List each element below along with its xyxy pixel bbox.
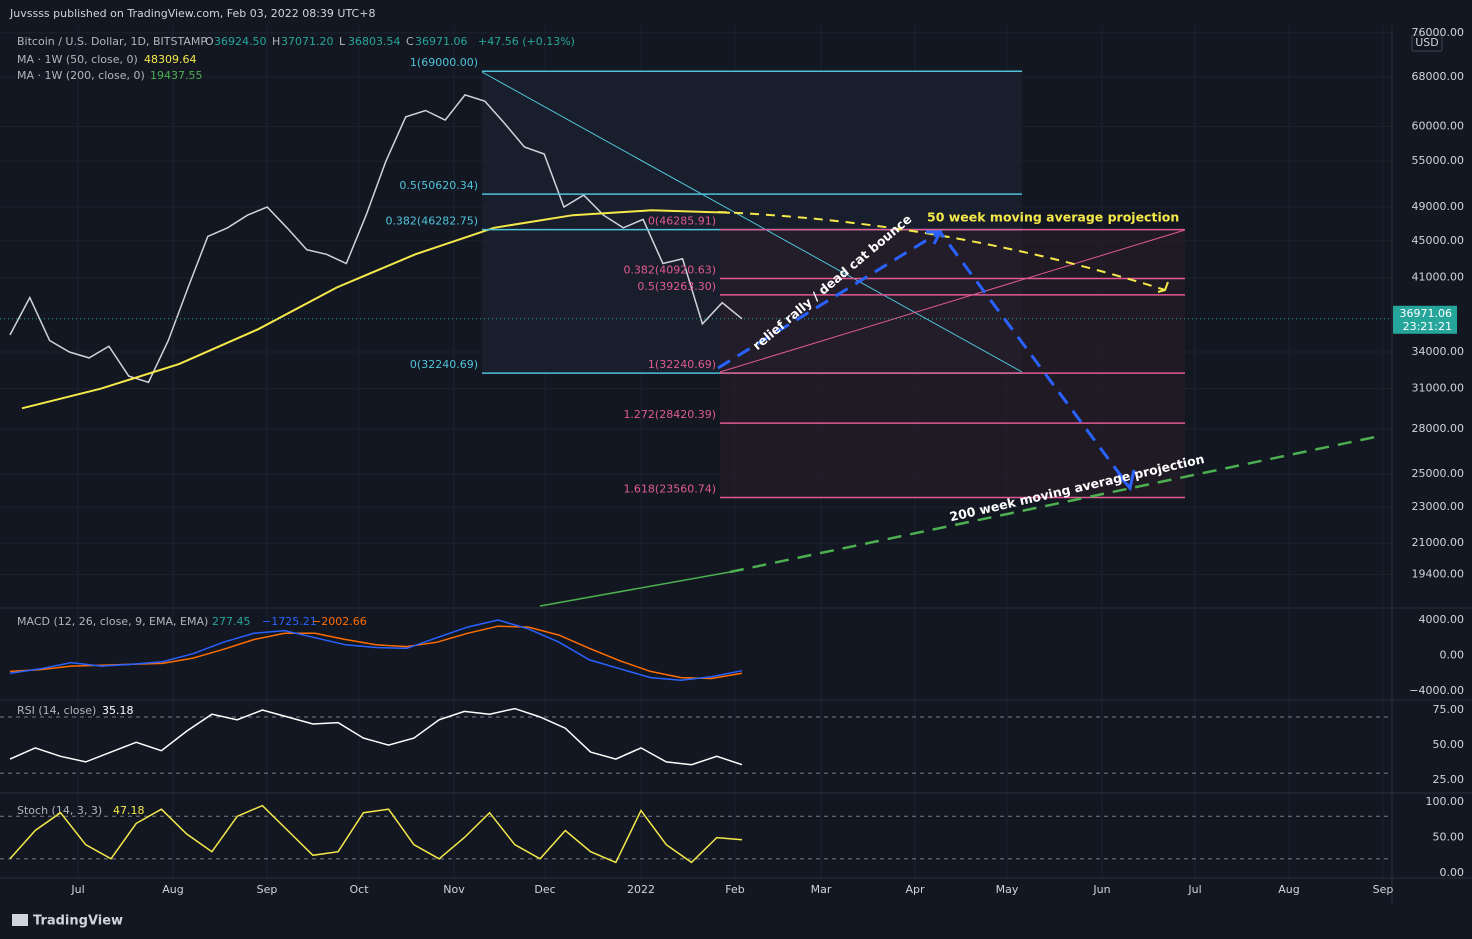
fib-label: 0(46285.91) [648, 215, 716, 228]
currency-box [1411, 34, 1443, 52]
ma50-line [21, 209, 731, 410]
y-tick-label: 60000.00 [1412, 120, 1465, 133]
price-line [9, 94, 743, 384]
stoch-line [9, 804, 743, 864]
y-tick-label: 28000.00 [1412, 422, 1465, 435]
x-tick-label: 2022 [627, 883, 655, 896]
ohlc-key: C [406, 35, 414, 48]
y-tick-label: 0.00 [1440, 866, 1465, 879]
ohlc-key: O [205, 35, 214, 48]
logo [12, 914, 28, 926]
x-tick-label: Aug [1278, 883, 1299, 896]
y-tick-label: 75.00 [1433, 703, 1465, 716]
trend-line [719, 229, 1186, 373]
macd-line [9, 619, 743, 682]
x-tick-label: Jul [1187, 883, 1201, 896]
publisher: Juvssss published on TradingView.com, Fe… [9, 7, 375, 20]
fib-label: 0.382(46282.75) [385, 215, 478, 228]
fib-label: 0.382(40920.63) [623, 264, 716, 277]
trend-line [481, 71, 1023, 373]
brand: TradingView [33, 914, 123, 929]
fib-label: 1(69000.00) [410, 56, 478, 69]
y-tick-label: 50.00 [1433, 738, 1465, 751]
y-tick-label: 31000.00 [1412, 382, 1465, 395]
fib-zone [720, 230, 1185, 498]
stoch-title: Stoch (14, 3, 3) [17, 804, 102, 817]
ohlc-value: 37071.20 [281, 35, 334, 48]
symbol: Bitcoin / U.S. Dollar, 1D, BITSTAMP [17, 35, 207, 48]
fib-label: 0.5(39263.30) [637, 280, 716, 293]
y-tick-label: 0.00 [1440, 648, 1465, 661]
countdown: 23:21:21 [1403, 320, 1452, 333]
macd-value: −2002.66 [312, 615, 367, 628]
y-tick-label: 76000.00 [1412, 26, 1465, 39]
rsi-value: 35.18 [102, 704, 134, 717]
stoch-value: 47.18 [113, 804, 145, 817]
x-tick-label: Aug [162, 883, 183, 896]
arrow [926, 230, 1136, 492]
y-tick-label: 100.00 [1426, 795, 1465, 808]
y-tick-label: 19400.00 [1412, 568, 1465, 581]
ohlc-value: 36971.06 [415, 35, 468, 48]
footer [0, 905, 1472, 939]
logo-icon [12, 914, 28, 926]
x-tick-label: Dec [534, 883, 555, 896]
fib-label: 1.272(28420.39) [623, 408, 716, 421]
last-price-box [1393, 305, 1457, 334]
y-tick-label: 41000.00 [1412, 271, 1465, 284]
x-tick-label: Jul [70, 883, 84, 896]
y-tick-label: 21000.00 [1412, 536, 1465, 549]
y-tick-label: 68000.00 [1412, 70, 1465, 83]
y-tick-label: 23000.00 [1412, 500, 1465, 513]
y-tick-label: 25000.00 [1412, 467, 1465, 480]
x-tick-label: May [996, 883, 1019, 896]
ma200-value: 19437.55 [150, 69, 203, 82]
y-tick-label: 55000.00 [1412, 154, 1465, 167]
ma50-value: 48309.64 [144, 53, 197, 66]
fib-label: 1(32240.69) [648, 358, 716, 371]
macd-title: MACD (12, 26, close, 9, EMA, EMA) [17, 615, 208, 628]
x-tick-label: Sep [257, 883, 278, 896]
rsi-title: RSI (14, close) [17, 704, 96, 717]
ohlc-value: 36924.50 [214, 35, 267, 48]
ma200-name: MA · 1W (200, close, 0) [17, 69, 145, 82]
ohlc-key: L [339, 35, 346, 48]
x-tick-label: Mar [811, 883, 832, 896]
y-tick-label: 4000.00 [1419, 613, 1465, 626]
x-tick-label: Feb [725, 883, 744, 896]
x-tick-label: Nov [443, 883, 465, 896]
plot [0, 70, 1392, 499]
x-tick-label: Sep [1373, 883, 1394, 896]
ma200-projection [729, 434, 1381, 574]
fib-label: 1.618(23560.74) [623, 483, 716, 496]
arrow [1157, 281, 1169, 293]
ma200-line [539, 571, 731, 607]
macd-value: 277.45 [212, 615, 251, 628]
last-price: 36971.06 [1400, 307, 1453, 320]
fib-label: 0.5(50620.34) [399, 179, 478, 192]
ma50-name: MA · 1W (50, close, 0) [17, 53, 138, 66]
annotation: 50 week moving average projection [927, 210, 1179, 225]
y-tick-label: −4000.00 [1409, 684, 1464, 697]
fib-label: 0(32240.69) [410, 358, 478, 371]
ohlc-value: 36803.54 [348, 35, 401, 48]
y-tick-label: 49000.00 [1412, 200, 1465, 213]
x-tick-label: Oct [349, 883, 369, 896]
y-tick-label: 34000.00 [1412, 345, 1465, 358]
currency: USD [1415, 36, 1439, 49]
x-tick-label: Jun [1092, 883, 1110, 896]
ma50-projection [717, 211, 1166, 291]
y-tick-label: 45000.00 [1412, 234, 1465, 247]
y-tick-label: 50.00 [1433, 831, 1465, 844]
change: +47.56 (+0.13%) [478, 35, 575, 48]
y-tick-label: 25.00 [1433, 773, 1465, 786]
x-tick-label: Apr [905, 883, 925, 896]
macd-value: −1725.21 [262, 615, 317, 628]
rsi-line [9, 707, 743, 766]
ohlc-key: H [272, 35, 280, 48]
